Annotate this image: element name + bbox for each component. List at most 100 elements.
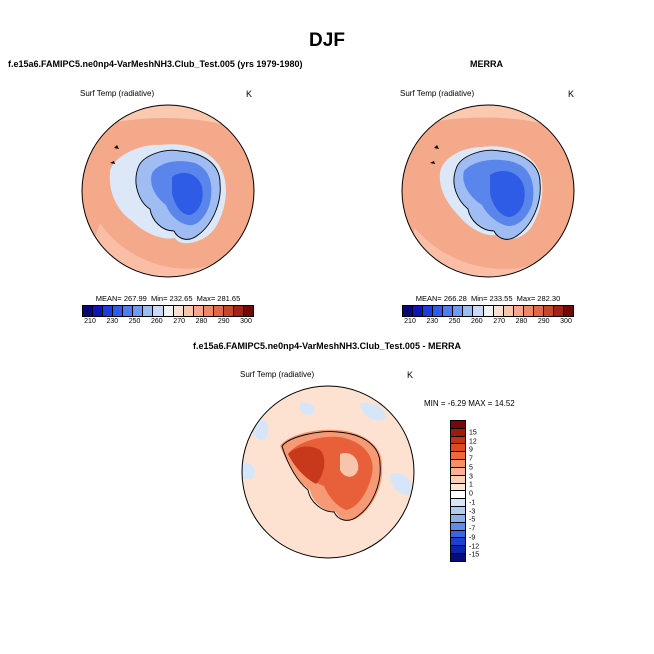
colorbar-swatch — [163, 306, 174, 316]
polar-map-difference — [241, 385, 415, 559]
colorbar-swatch — [533, 306, 544, 316]
variable-label-model: Surf Temp (radiative) — [80, 89, 155, 98]
colorbar-tick-label: 260 — [471, 318, 483, 325]
colorbar-swatch — [451, 444, 465, 453]
panel-title-difference: f.e15a6.FAMIPC5.ne0np4-VarMeshNH3.Club_T… — [193, 341, 461, 351]
colorbar-swatch — [451, 554, 465, 561]
colorbar-swatch — [451, 499, 465, 508]
colorbar-swatch — [133, 306, 144, 316]
colorbar-tick-label: 15 — [469, 429, 477, 437]
colorbar-tick-label: -3 — [469, 508, 476, 515]
colorbar-swatch — [113, 306, 124, 316]
colorbar-tick-label: 210 — [404, 318, 416, 325]
unit-label-difference: K — [407, 370, 414, 380]
colorbar-swatch — [244, 306, 254, 316]
main-title: DJF — [309, 30, 345, 51]
colorbar-swatch — [543, 306, 554, 316]
minmax-difference: MIN = -6.29 MAX = 14.52 — [424, 399, 515, 408]
unit-label-model: K — [246, 89, 253, 99]
colorbar-swatch — [223, 306, 234, 316]
colorbar-swatch — [493, 306, 504, 316]
colorbar-swatch — [483, 306, 494, 316]
colorbar-swatch — [451, 491, 465, 500]
colorbar-swatch — [443, 306, 454, 316]
colorbar-tick-label: -7 — [469, 525, 476, 533]
colorbar-swatch — [451, 546, 465, 555]
colorbar-merra — [402, 305, 574, 317]
min-value: Min= 233.55 — [471, 294, 513, 303]
colorbar-swatch — [503, 306, 514, 316]
colorbar-tick-label: -12 — [469, 543, 480, 550]
colorbar-model — [82, 305, 254, 317]
colorbar-swatch — [451, 483, 465, 492]
colorbar-tick-label: 9 — [469, 446, 473, 454]
colorbar-swatch — [433, 306, 444, 316]
colorbar-swatch — [523, 306, 534, 316]
colorbar-swatch — [183, 306, 194, 316]
polar-map-model — [81, 104, 255, 278]
colorbar-swatch — [103, 306, 114, 316]
colorbar-swatch — [453, 306, 464, 316]
colorbar-swatch — [203, 306, 214, 316]
colorbar-swatch — [451, 522, 465, 531]
colorbar-swatch — [173, 306, 184, 316]
colorbar-swatch — [553, 306, 564, 316]
colorbar-tick-label: -1 — [469, 499, 476, 507]
colorbar-swatch — [463, 306, 474, 316]
min-value: Min= 232.65 — [151, 294, 193, 303]
colorbar-swatch — [451, 436, 465, 445]
unit-label-merra: K — [568, 89, 575, 99]
colorbar-swatch — [93, 306, 104, 316]
colorbar-swatch — [413, 306, 424, 316]
colorbar-swatch — [451, 428, 465, 437]
colorbar-swatch — [153, 306, 164, 316]
colorbar-difference — [450, 420, 466, 562]
colorbar-tick-label: 300 — [560, 318, 572, 325]
colorbar-tick-label: 280 — [195, 318, 208, 325]
colorbar-swatch — [513, 306, 524, 316]
colorbar-swatch — [451, 475, 465, 484]
colorbar-ticks-merra: 210 230 250 260 270 280 290 300 — [402, 318, 574, 328]
colorbar-tick-label: 260 — [151, 318, 163, 325]
colorbar-ticks-difference: 15 12 9 7 5 3 1 0 -1 -3 -5 -7 -9 -12 -15 — [469, 420, 499, 560]
colorbar-tick-label: 230 — [426, 318, 439, 325]
colorbar-swatch — [564, 306, 574, 316]
colorbar-tick-label: 3 — [469, 473, 473, 480]
colorbar-tick-label: 290 — [537, 318, 550, 325]
mean-value: MEAN= 266.28 — [415, 294, 467, 303]
colorbar-swatch — [193, 306, 204, 316]
panel-title-merra: MERRA — [470, 59, 503, 69]
panel-title-model: f.e15a6.FAMIPC5.ne0np4-VarMeshNH3.Club_T… — [8, 59, 303, 69]
colorbar-swatch — [233, 306, 244, 316]
colorbar-tick-label: 0 — [469, 490, 473, 498]
colorbar-tick-label: 210 — [84, 318, 96, 325]
colorbar-swatch — [213, 306, 224, 316]
polar-map-merra — [401, 104, 575, 278]
colorbar-tick-label: 270 — [493, 318, 505, 325]
colorbar-swatch — [451, 514, 465, 523]
colorbar-tick-label: 1 — [469, 481, 473, 489]
colorbar-tick-label: 7 — [469, 455, 473, 463]
colorbar-tick-label: 250 — [448, 318, 461, 325]
colorbar-swatch — [451, 467, 465, 476]
colorbar-ticks-model: 210 230 250 260 270 280 290 300 — [82, 318, 254, 328]
colorbar-tick-label: 290 — [217, 318, 230, 325]
max-value: Max= 282.30 — [516, 294, 561, 303]
colorbar-swatch — [451, 460, 465, 468]
colorbar-tick-label: -5 — [469, 516, 476, 524]
variable-label-difference: Surf Temp (radiative) — [240, 370, 315, 379]
colorbar-tick-label: -9 — [469, 534, 476, 542]
colorbar-swatch — [123, 306, 134, 316]
variable-label-merra: Surf Temp (radiative) — [400, 89, 475, 98]
colorbar-swatch — [473, 306, 484, 316]
colorbar-tick-label: 5 — [469, 464, 473, 472]
colorbar-swatch — [451, 538, 465, 547]
stats-merra: MEAN= 266.28 Min= 233.55 Max= 282.30 — [380, 294, 596, 303]
colorbar-swatch — [83, 306, 94, 316]
colorbar-swatch — [451, 530, 465, 539]
colorbar-swatch — [143, 306, 154, 316]
colorbar-swatch — [451, 452, 465, 461]
colorbar-tick-label: 270 — [173, 318, 185, 325]
max-value: Max= 281.65 — [196, 294, 241, 303]
colorbar-swatch — [451, 507, 465, 515]
